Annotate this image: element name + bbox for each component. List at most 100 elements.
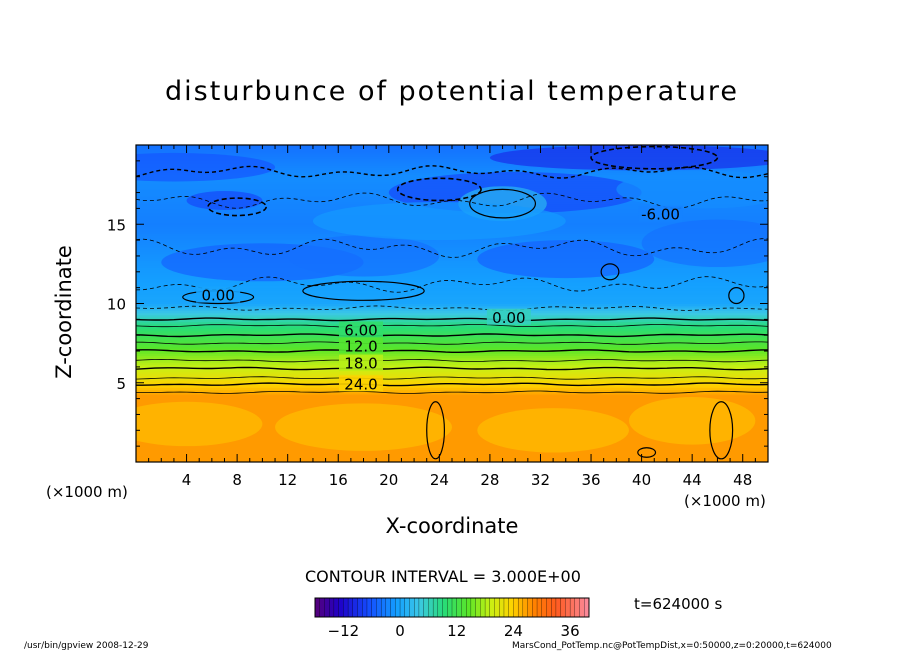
field-band (136, 386, 768, 391)
field-band (136, 332, 768, 336)
colorbar-swatch (390, 597, 396, 618)
field-anomaly (287, 235, 440, 277)
field-band (136, 167, 768, 171)
field-band (136, 400, 768, 404)
field-band (136, 296, 768, 300)
field-band (136, 452, 768, 456)
field-band (136, 429, 768, 434)
field-band (136, 278, 768, 282)
colorbar-swatch (385, 597, 392, 618)
field-band (136, 248, 768, 252)
field-band (136, 289, 768, 293)
field-band (136, 291, 768, 295)
field-band (136, 373, 768, 377)
field-band (136, 336, 768, 341)
field-band (136, 395, 768, 400)
contour-closed (709, 401, 734, 460)
colorbar-swatch (574, 597, 581, 618)
x-tick-label: 36 (581, 471, 600, 489)
field-band (136, 364, 768, 368)
colorbar-tick-label: 24 (504, 622, 523, 640)
footer-right: MarsCond_PotTemp.nc@PotTempDist,x=0:5000… (512, 641, 832, 651)
contour-label-bg (338, 375, 383, 392)
field-band (136, 255, 768, 259)
colorbar-swatch (437, 597, 444, 618)
field-band (136, 282, 768, 286)
contour-closed (302, 280, 425, 301)
colorbar-swatch (546, 597, 552, 618)
field-band (136, 266, 768, 271)
contour-line (136, 376, 768, 380)
colorbar-swatch (451, 597, 458, 618)
colorbar-swatch (447, 597, 453, 618)
field-band (136, 171, 768, 175)
field-anomaly (641, 219, 768, 268)
colorbar-swatch (456, 597, 462, 618)
field-band (136, 454, 768, 458)
field-band (136, 314, 768, 318)
field-band (136, 303, 768, 307)
x-axis-label: X-coordinate (0, 514, 904, 538)
x-tick-label: 40 (632, 471, 651, 489)
field-band (136, 321, 768, 325)
contour-line (136, 305, 768, 311)
field-band (136, 418, 768, 422)
field-band (136, 434, 768, 438)
colorbar-swatch (314, 597, 321, 618)
field-band (136, 343, 768, 348)
x-tick-label: 24 (430, 471, 449, 489)
field-band (136, 269, 768, 273)
field-band (136, 169, 768, 173)
contour-line (136, 238, 768, 258)
colorbar-swatch (461, 597, 467, 618)
field-band (136, 413, 768, 418)
field-band (136, 427, 768, 431)
x-tick-label: 32 (531, 471, 550, 489)
colorbar-tick-label: 12 (447, 622, 466, 640)
field-band (136, 432, 768, 436)
field-band (136, 348, 768, 352)
colorbar-swatch (357, 597, 363, 618)
field-band (136, 257, 768, 261)
colorbar-frame (314, 597, 590, 618)
time-label: t=624000 s (634, 595, 723, 613)
field-band (136, 259, 768, 264)
contour-label-bg (338, 354, 383, 371)
contour-line (136, 317, 768, 322)
colorbar-swatch (503, 597, 510, 618)
contour-closed (426, 401, 446, 460)
contour-label: 24.0 (344, 375, 377, 393)
field-band (136, 318, 768, 323)
field-band (136, 298, 768, 302)
chart-title: disturbunce of potential temperature (165, 76, 739, 107)
field-band (136, 445, 768, 449)
field-band (136, 377, 768, 381)
field-anomaly (489, 145, 768, 171)
field-anomaly (136, 152, 276, 182)
colorbar-swatch (513, 597, 519, 618)
colorbar-tick-label: 36 (561, 622, 580, 640)
x-tick-label: 16 (329, 471, 348, 489)
colorbar-swatch (532, 597, 538, 618)
field-band (136, 280, 768, 284)
colorbar-swatch (414, 597, 420, 618)
colorbar-swatch (395, 597, 401, 618)
contour-label: 6.00 (344, 321, 377, 339)
field-band (136, 155, 768, 160)
footer-left: /usr/bin/gpview 2008-12-29 (24, 641, 149, 651)
contour-line (136, 276, 768, 293)
field-band (136, 284, 768, 289)
colorbar-swatch (494, 597, 500, 618)
colorbar-swatch (343, 597, 349, 618)
colorbar-swatch (371, 597, 377, 618)
y-tick-label: 15 (107, 216, 126, 234)
colorbar-swatch (475, 597, 481, 618)
colorbar-swatch (338, 597, 344, 618)
field-band (136, 250, 768, 255)
colorbar-swatch (404, 597, 410, 618)
field-band (136, 264, 768, 268)
colorbar-swatch (480, 597, 486, 618)
field-band (136, 404, 768, 409)
field-band (136, 153, 768, 157)
colorbar-swatch (333, 597, 340, 618)
